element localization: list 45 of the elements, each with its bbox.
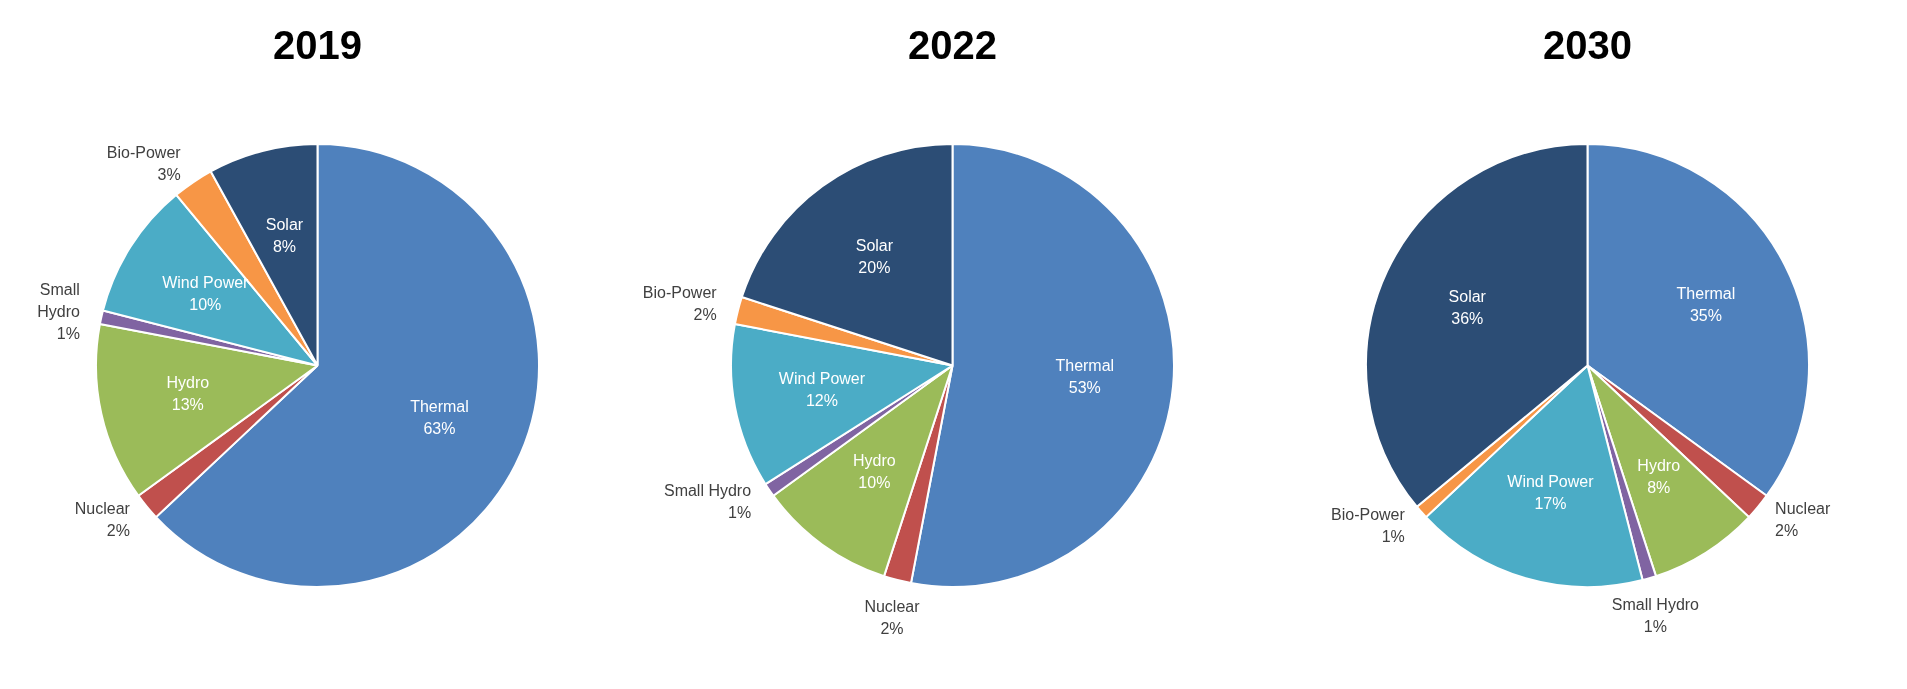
data-label: 20% [858, 259, 891, 277]
slice-label: Thermal [1676, 284, 1736, 302]
data-label: 2% [106, 522, 130, 540]
data-label: 2% [1775, 522, 1799, 540]
data-label: 1% [1643, 617, 1667, 635]
slice-label: Thermal [410, 397, 469, 415]
slice-label: Solar [855, 237, 894, 255]
data-label: 1% [727, 503, 752, 521]
slice-label: Thermal [1055, 357, 1115, 375]
data-label: 53% [1068, 379, 1101, 397]
slice-label: Small Hydro [37, 280, 80, 320]
data-label: 1% [56, 324, 80, 342]
data-label: 2% [880, 619, 904, 637]
slice-label: Bio-Power [106, 143, 182, 161]
data-label: 63% [423, 419, 456, 437]
slice-label: Small Hydro [663, 481, 752, 499]
slice-label: Nuclear [1775, 500, 1831, 518]
data-label: 36% [1451, 310, 1484, 328]
slice-label: Bio-Power [642, 284, 718, 302]
data-label: 17% [1534, 494, 1567, 512]
slice-label: Wind Power [162, 273, 250, 291]
data-label: 8% [1647, 479, 1671, 497]
slice-label: Hydro [1637, 457, 1681, 475]
data-label: 10% [858, 474, 891, 492]
data-label: 10% [189, 295, 222, 313]
slice-label: Wind Power [1507, 472, 1595, 490]
slice-label: Solar [265, 216, 304, 234]
data-label: 12% [805, 391, 838, 409]
chart-title: 2019 [273, 23, 362, 68]
slice-label: Wind Power [778, 369, 866, 387]
chart-title: 2030 [1543, 23, 1632, 68]
data-label: 2% [693, 306, 717, 324]
slice-label: Solar [1448, 288, 1487, 306]
data-label: 35% [1689, 306, 1722, 324]
slice-label: Nuclear [74, 500, 131, 518]
chart-title: 2022 [908, 23, 997, 68]
data-label: 13% [171, 395, 204, 413]
slice-label: Bio-Power [1331, 505, 1406, 523]
data-label: 1% [1381, 527, 1405, 545]
slice-label: Hydro [166, 373, 210, 391]
slice-label: Small Hydro [1611, 595, 1700, 613]
slice-label: Hydro [853, 452, 896, 470]
data-label: 8% [272, 238, 297, 256]
data-label: 3% [157, 165, 181, 183]
slice-label: Nuclear [864, 597, 921, 615]
